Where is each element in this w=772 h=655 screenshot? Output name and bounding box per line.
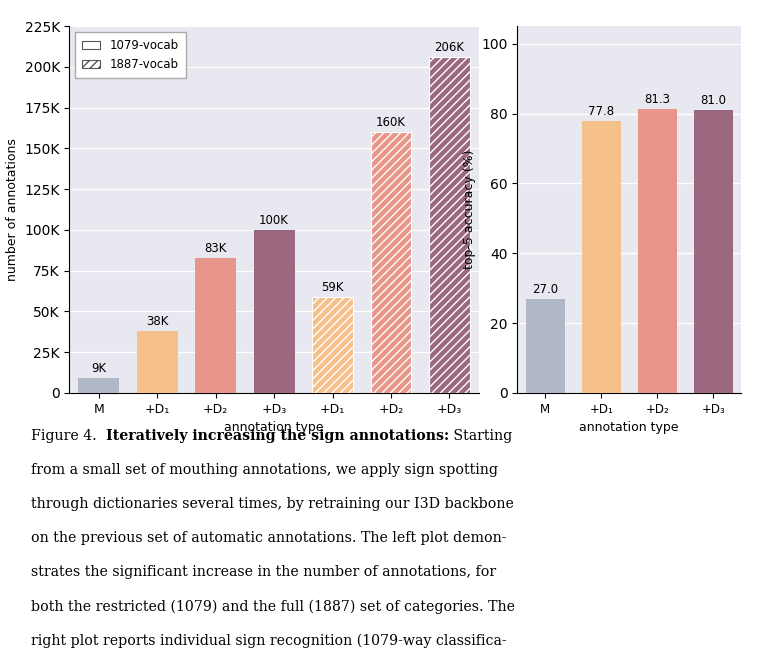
- Text: Iteratively increasing the sign annotations:: Iteratively increasing the sign annotati…: [106, 429, 449, 443]
- Legend: 1079-vocab, 1887-vocab: 1079-vocab, 1887-vocab: [76, 32, 186, 78]
- Bar: [137, 331, 178, 393]
- Text: on the previous set of automatic annotations. The left plot demon-: on the previous set of automatic annotat…: [31, 531, 506, 545]
- Text: 9K: 9K: [91, 362, 107, 375]
- Text: both the restricted (1079) and the full (1887) set of categories. The: both the restricted (1079) and the full …: [31, 599, 515, 614]
- Text: 100K: 100K: [259, 214, 289, 227]
- Text: 81.3: 81.3: [644, 93, 670, 106]
- Text: Starting: Starting: [449, 429, 512, 443]
- Y-axis label: number of annotations: number of annotations: [6, 138, 19, 281]
- Text: through dictionaries several times, by retraining our I3D backbone: through dictionaries several times, by r…: [31, 497, 513, 511]
- Text: 27.0: 27.0: [532, 283, 558, 296]
- Text: right plot reports individual sign recognition (1079-way classifica-: right plot reports individual sign recog…: [31, 633, 506, 648]
- Text: 81.0: 81.0: [700, 94, 726, 107]
- Bar: [638, 109, 677, 393]
- Bar: [371, 132, 411, 393]
- X-axis label: annotation type: annotation type: [580, 421, 679, 434]
- Text: 160K: 160K: [376, 116, 406, 129]
- Bar: [581, 121, 621, 393]
- X-axis label: annotation type: annotation type: [225, 421, 323, 434]
- Bar: [526, 299, 565, 393]
- Text: 206K: 206K: [435, 41, 465, 54]
- Text: 59K: 59K: [321, 281, 344, 294]
- Bar: [693, 110, 733, 393]
- Y-axis label: top-5 accuracy (%): top-5 accuracy (%): [462, 150, 476, 269]
- Bar: [253, 230, 295, 393]
- Text: Figure 4.: Figure 4.: [31, 429, 106, 443]
- Bar: [429, 57, 470, 393]
- Text: 83K: 83K: [205, 242, 227, 255]
- Text: 38K: 38K: [146, 315, 168, 328]
- Bar: [78, 379, 119, 393]
- Bar: [195, 257, 236, 393]
- Text: from a small set of mouthing annotations, we apply sign spotting: from a small set of mouthing annotations…: [31, 463, 498, 477]
- Text: 77.8: 77.8: [588, 105, 615, 119]
- Bar: [312, 297, 353, 393]
- Text: strates the significant increase in the number of annotations, for: strates the significant increase in the …: [31, 565, 496, 579]
